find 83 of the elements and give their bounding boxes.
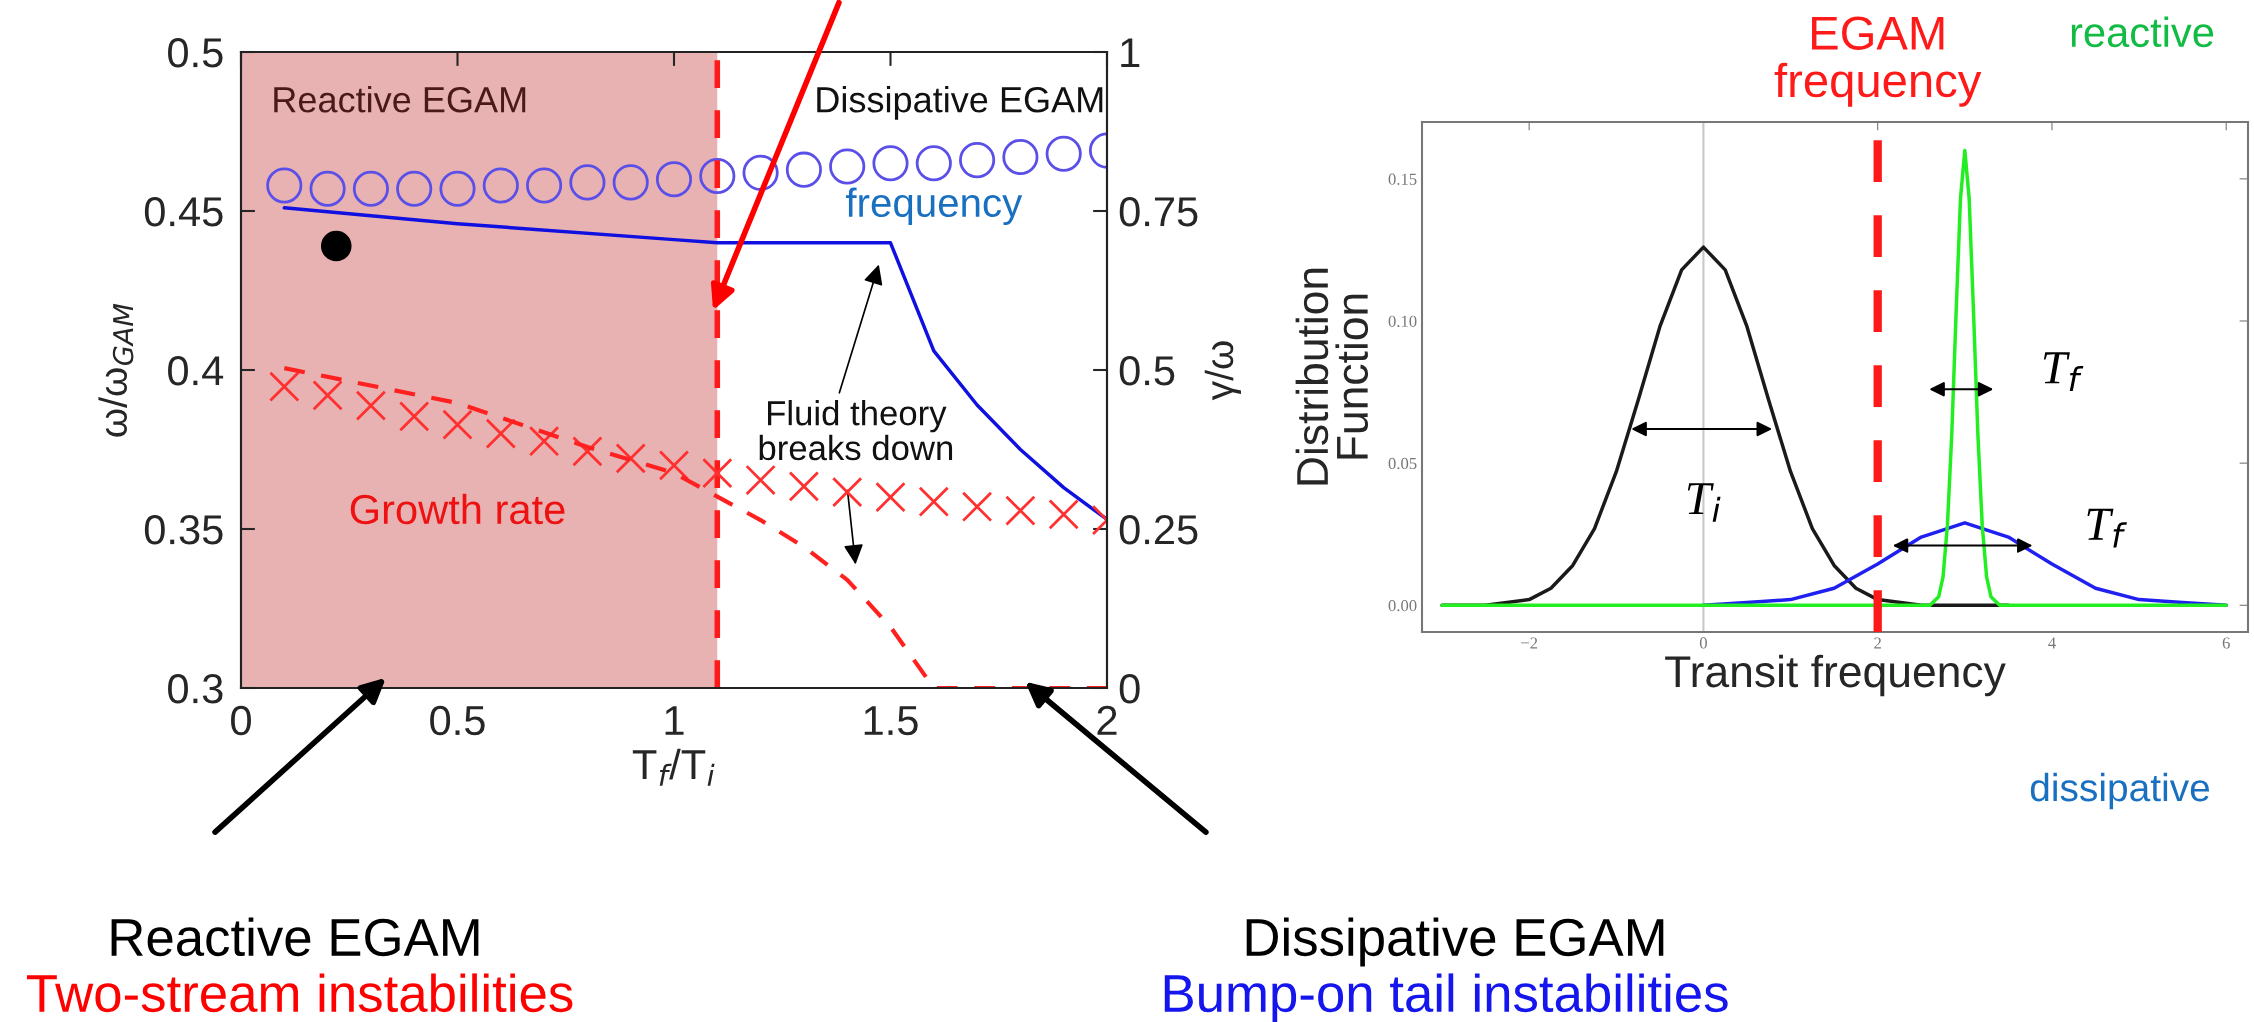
- y2-tick-label: 0.5: [1119, 356, 1175, 386]
- point: [355, 390, 387, 421]
- y-tick-label: 0.10: [1388, 315, 1417, 328]
- point: [266, 167, 303, 204]
- point: [320, 230, 352, 262]
- annotation: frequency: [845, 187, 1023, 225]
- text: dissipative: [2030, 772, 2210, 810]
- y2-tick-label: 0.75: [1119, 197, 1198, 227]
- point: [655, 161, 693, 198]
- y-tick-label: 0.4: [168, 356, 224, 386]
- point: [526, 167, 563, 204]
- y-tick-label: 0.45: [144, 197, 223, 227]
- annotation: T$_{i}$: [1687, 483, 1721, 522]
- point: [961, 491, 993, 523]
- y-tick-label: 0.15: [1388, 173, 1417, 185]
- point: [875, 481, 906, 513]
- annotation: Fluid theory breaks down: [759, 399, 953, 461]
- text: Dissipative EGAM: [1246, 917, 1664, 967]
- point: [788, 471, 820, 502]
- x-tick-label: 1: [665, 706, 684, 735]
- point: [829, 148, 866, 185]
- text: Bump-on tail instabilities: [1164, 973, 1728, 1022]
- point: [702, 457, 733, 489]
- x-tick-label: 4: [2048, 637, 2056, 649]
- y2-axis-title: γ/ω: [1204, 341, 1241, 401]
- text: Two-stream instabilities: [26, 973, 573, 1013]
- y2-tick-label: 0.25: [1119, 515, 1198, 545]
- y-tick-label: 0.3: [168, 674, 223, 704]
- point: [569, 164, 606, 201]
- point: [658, 450, 690, 481]
- x-tick-label: 0.5: [430, 705, 485, 736]
- annotation: T$_{f}$: [2087, 508, 2127, 548]
- x-tick-label: −2: [1521, 637, 1538, 649]
- x-tick-label: 6: [2222, 637, 2230, 649]
- point: [918, 486, 950, 517]
- point: [699, 157, 736, 195]
- x-tick-label: 0: [231, 705, 251, 736]
- point: [1005, 495, 1036, 526]
- point: [1048, 499, 1079, 530]
- y2-tick-label: 0: [1119, 674, 1140, 704]
- point: [1045, 135, 1082, 172]
- point: [312, 380, 343, 411]
- point: [352, 170, 389, 207]
- x-tick-label: 2: [1874, 637, 1881, 649]
- point: [959, 142, 996, 179]
- point: [398, 401, 430, 432]
- annotation: Dissipative EGAM: [817, 86, 1103, 120]
- point: [615, 443, 646, 474]
- y-tick-label: 0.35: [144, 515, 223, 545]
- line-series: [282, 366, 1107, 688]
- point: [269, 371, 300, 402]
- y-axis-title: Distribution Function: [1295, 268, 1369, 485]
- point: [485, 418, 517, 449]
- point: [612, 164, 649, 201]
- y2-tick-label: 1: [1121, 38, 1140, 68]
- point: [745, 464, 776, 496]
- text: Reactive EGAM: [111, 917, 479, 957]
- y-tick-label: 0.05: [1388, 457, 1417, 470]
- annotation: T$_{f}$: [2043, 352, 2084, 392]
- x-tick-label: 0: [1699, 637, 1707, 649]
- point: [439, 170, 476, 207]
- y-axis-title: ω/ω$_{GAM}$: [98, 303, 134, 437]
- point: [785, 151, 822, 188]
- point: [831, 476, 863, 508]
- text: reactive: [2071, 16, 2214, 48]
- x-tick-label: 1.5: [864, 706, 918, 736]
- ref-line-label: EGAM frequency: [1774, 16, 1982, 107]
- point: [1002, 138, 1039, 175]
- point: [915, 145, 952, 182]
- y-tick-label: 0.5: [168, 38, 223, 68]
- annotation: Growth rate: [350, 493, 565, 525]
- y-tick-label: 0.00: [1388, 599, 1417, 612]
- line-series: [1440, 148, 2228, 608]
- point: [442, 409, 473, 440]
- x-axis-title: Transit frequency: [1665, 654, 2006, 697]
- annotation: Reactive EGAM: [274, 86, 526, 113]
- x-tick-label: 2: [1097, 705, 1117, 735]
- x-axis-title: T$_{f}$/T$_{i}$: [632, 748, 715, 786]
- point: [396, 170, 433, 207]
- point: [309, 170, 346, 207]
- point: [482, 167, 519, 204]
- point: [872, 145, 909, 182]
- point: [528, 425, 560, 457]
